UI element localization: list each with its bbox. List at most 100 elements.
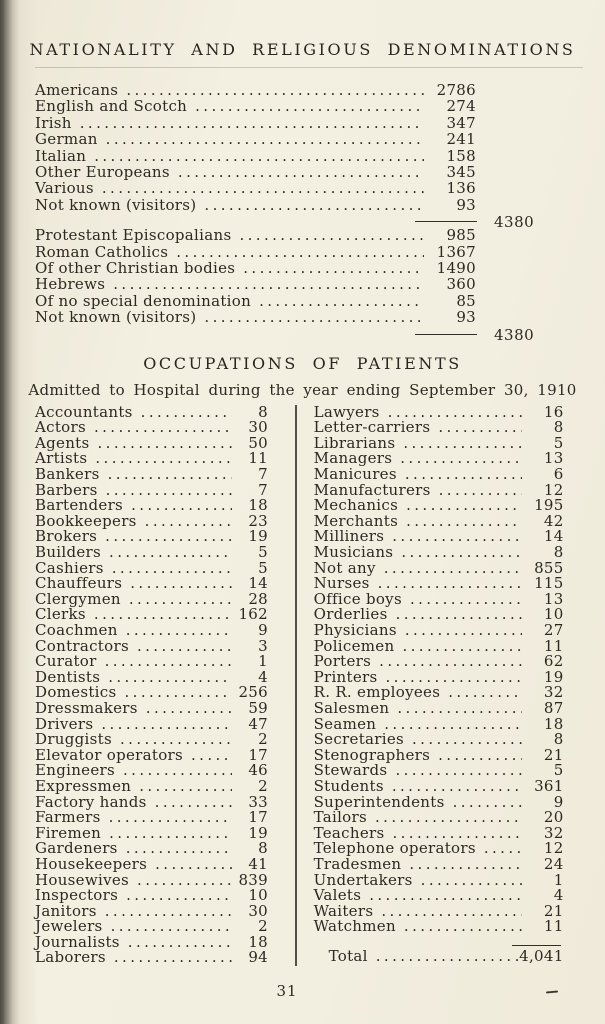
table-row: German 241: [35, 130, 476, 149]
table-row: English and Scotch 274: [35, 98, 476, 115]
table-row: Mechanics 195: [314, 498, 564, 514]
dotted-leader: [155, 857, 232, 873]
row-label: Actors: [35, 418, 86, 437]
dotted-leader: [195, 98, 424, 114]
row-value: 345: [446, 163, 476, 182]
row-label: Americans: [35, 81, 119, 99]
row-label: Irish: [35, 113, 72, 132]
dotted-leader: [448, 685, 521, 701]
dotted-leader: [146, 701, 232, 717]
row-value: 18: [248, 932, 268, 951]
table-row: R. R. employees 32: [314, 685, 564, 701]
table-row: Musicians 8: [314, 543, 564, 562]
row-label: Manufacturers: [313, 480, 431, 499]
table-row: Policemen 11: [314, 638, 564, 655]
table-row: Clerks 162: [35, 607, 268, 623]
row-label: Contractors: [35, 636, 129, 655]
row-label: German: [35, 130, 98, 149]
table-row: Office boys 13: [313, 589, 564, 608]
table-row: Manicures 6: [314, 466, 564, 483]
row-label: Hebrews: [35, 275, 106, 294]
row-value: 24: [543, 854, 564, 873]
row-value: 162: [238, 605, 268, 624]
dotted-leader: [438, 748, 522, 764]
table-row: Actors 30: [35, 420, 268, 436]
row-value: 59: [248, 698, 268, 717]
row-value: 3: [258, 636, 268, 655]
row-label: Secretaries: [313, 730, 405, 749]
table-row: Various 136: [35, 179, 476, 198]
row-label: Teachers: [313, 823, 385, 842]
row-label: Protestant Episcopalians: [35, 226, 232, 245]
row-label: Curator: [35, 652, 97, 671]
sum-rule: [415, 221, 477, 223]
row-label: Italian: [35, 146, 87, 165]
row-value: 32: [543, 823, 564, 842]
dotted-leader: [112, 561, 232, 577]
row-value: 20: [543, 808, 564, 827]
dotted-leader: [259, 293, 424, 309]
row-value: 41: [248, 854, 268, 873]
row-label: Builders: [35, 543, 102, 562]
row-label: Office boys: [313, 589, 402, 608]
dotted-leader: [130, 576, 232, 592]
table-row: Expressmen 2: [35, 776, 268, 795]
dotted-leader: [239, 227, 424, 243]
table-row: Stenographers 21: [314, 747, 564, 764]
table-row: Nurses 115: [314, 576, 564, 592]
dotted-leader: [406, 514, 522, 530]
row-value: 12: [543, 839, 564, 858]
row-value: 28: [248, 589, 268, 608]
table-row: Valets 4: [314, 887, 564, 904]
row-value: 4: [258, 667, 268, 686]
table-row: Italian 158: [35, 146, 476, 165]
dotted-leader: [384, 561, 522, 577]
row-value: 27: [543, 621, 564, 639]
table-row: Salesmen 87: [314, 700, 564, 717]
row-label: Bookkeepers: [35, 511, 137, 530]
dotted-leader: [453, 795, 522, 811]
row-value: 50: [248, 433, 268, 452]
table-row: Protestant Episcopalians 985: [35, 226, 476, 245]
row-value: 47: [248, 714, 268, 733]
row-label: Inspectors: [35, 886, 119, 905]
row-label: Cashiers: [35, 558, 104, 577]
row-value: 136: [446, 179, 476, 198]
table-row: Inspectors 10: [35, 886, 268, 905]
dotted-leader: [95, 451, 232, 467]
dotted-leader: [126, 888, 232, 904]
row-value: 158: [446, 146, 476, 165]
row-label: Physicians: [313, 621, 397, 639]
dotted-leader: [123, 763, 232, 779]
row-label: Dressmakers: [35, 698, 138, 717]
table-row: Students 361: [314, 776, 564, 795]
row-value: 5: [258, 558, 268, 577]
row-label: Laborers: [35, 948, 106, 967]
table-row: Firemen 19: [35, 823, 268, 842]
dotted-leader: [376, 949, 519, 965]
row-value: 8: [553, 543, 564, 562]
table-row: Gardeners 8: [35, 841, 268, 857]
table-row: Stewards 5: [314, 763, 564, 779]
dotted-leader: [400, 451, 521, 467]
row-label: Dentists: [35, 667, 101, 686]
row-value: 62: [543, 652, 564, 671]
row-value: 19: [543, 667, 564, 686]
row-value: 93: [456, 195, 476, 214]
row-label: Firemen: [35, 823, 102, 842]
row-value: 2: [258, 730, 268, 749]
table-row: Other Europeans 345: [35, 163, 476, 182]
occupations-columns: Accountants 8 Actors 30 Agents 50 Artist…: [35, 402, 605, 967]
table-row: Chauffeurs 14: [35, 576, 268, 592]
row-label: Accountants: [35, 402, 133, 421]
table-row: Drivers 47: [35, 714, 268, 733]
row-label: Clergymen: [35, 589, 121, 608]
dotted-leader: [145, 514, 232, 530]
row-value: 361: [534, 776, 564, 795]
dotted-leader: [108, 467, 232, 483]
table-row: Irish 347: [35, 113, 476, 132]
row-value: 11: [543, 917, 564, 936]
row-label: Letter-carriers: [313, 418, 431, 437]
dotted-leader: [178, 164, 424, 180]
row-value: 2: [258, 776, 268, 795]
